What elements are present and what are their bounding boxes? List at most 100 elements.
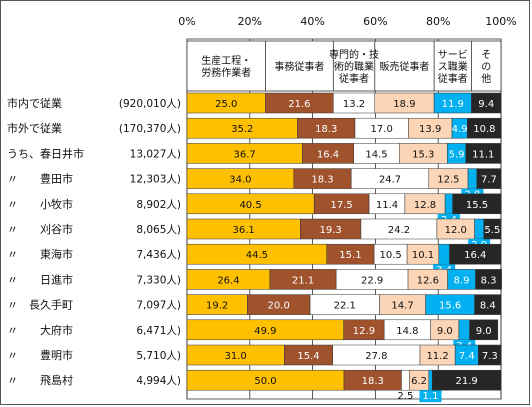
bar-segment (449, 243, 502, 265)
data-label: 15.4 (297, 351, 319, 362)
series-header-label: 従事者 (339, 72, 369, 85)
data-label: 49.9 (254, 326, 276, 337)
x-tick-label: 40% (300, 15, 324, 28)
row-total: 12,303人) (130, 174, 181, 186)
row-total: 7,097人) (136, 300, 181, 312)
data-label: 17.0 (371, 124, 393, 135)
data-label: 7.7 (481, 175, 497, 186)
bar-segment (469, 319, 499, 341)
row-label: 市内で従業 (7, 96, 62, 110)
data-label: 13.2 (343, 99, 365, 110)
bar-segment (467, 117, 502, 139)
row-label: 〃 刈谷市 (7, 222, 73, 236)
data-label: 35.2 (231, 124, 253, 135)
data-label: 10.8 (473, 124, 495, 135)
data-label: 13.9 (419, 124, 441, 135)
data-label: 34.0 (229, 175, 251, 186)
data-label: 25.0 (215, 99, 237, 110)
data-label: 8.4 (480, 301, 496, 312)
data-label: 26.4 (217, 275, 239, 286)
x-tick-label: 20% (238, 15, 262, 28)
row-label: 市外で従業 (7, 121, 62, 135)
row-label: 〃 東海市 (7, 247, 73, 261)
data-label: 31.0 (225, 351, 247, 362)
bar-segment (474, 294, 502, 315)
data-label: 10.1 (412, 250, 434, 261)
data-label: 11.2 (426, 351, 448, 362)
bar-segment (475, 269, 502, 290)
row-total: (170,370人) (119, 123, 181, 135)
data-label: 17.5 (331, 200, 353, 211)
x-tick-label: 0% (178, 15, 195, 28)
data-label: 14.7 (391, 301, 413, 312)
data-label: 14.5 (365, 149, 387, 160)
row-label: 〃 日進市 (7, 272, 73, 286)
x-tick-label: 80% (426, 15, 450, 28)
data-label: 6.2 (411, 376, 427, 387)
data-label: 14.8 (396, 326, 418, 337)
series-header-label: そ (481, 49, 491, 61)
data-label: 12.6 (417, 275, 439, 286)
series-header-label: 従事者 (438, 72, 468, 85)
data-label: 24.2 (388, 225, 410, 236)
bar-segment (431, 369, 502, 391)
data-label: 36.1 (233, 225, 255, 236)
row-label: 〃 小牧市 (7, 197, 73, 211)
data-label: 12.5 (437, 175, 459, 186)
series-header-label: 他 (481, 72, 491, 85)
data-label: 8.3 (481, 275, 497, 286)
bar-segment (474, 218, 484, 240)
data-label: 22.9 (361, 275, 383, 286)
bar-segment (438, 243, 450, 265)
data-label: 5.9 (449, 149, 465, 160)
data-label: 12.9 (353, 326, 375, 337)
row-total: 13,027人) (130, 148, 181, 160)
data-label: 11.1 (472, 149, 494, 160)
data-label: 18.3 (362, 376, 384, 387)
data-label: 9.4 (478, 99, 494, 110)
data-label: 11.4 (376, 200, 398, 211)
data-label-background (419, 390, 442, 403)
row-total: (920,010人) (119, 98, 181, 110)
series-header-label: 事務従事者 (274, 60, 324, 73)
data-label: 15.1 (339, 250, 361, 261)
data-label: 7.3 (482, 351, 498, 362)
row-total: 5,710人) (136, 350, 181, 362)
bar-segment (458, 319, 470, 341)
data-label: 12.0 (445, 225, 467, 236)
header-band (186, 40, 502, 92)
bar-segment (452, 193, 502, 215)
row-total: 8,065人) (136, 224, 181, 236)
bar-segment (471, 92, 502, 114)
row-label: 〃 豊明市 (7, 348, 73, 362)
data-label: 27.8 (365, 351, 387, 362)
data-label: 7.4 (459, 351, 475, 362)
data-label: 19.2 (206, 301, 228, 312)
series-header-label: 労務作業者 (201, 66, 251, 79)
data-label: 8.9 (454, 275, 470, 286)
data-label: 12.8 (414, 200, 436, 211)
row-label: 〃 豊田市 (7, 172, 73, 186)
data-label: 18.3 (311, 175, 333, 186)
bar-segment (478, 344, 502, 366)
row-total: 7,330人) (136, 274, 181, 286)
x-tick-label: 60% (363, 15, 387, 28)
series-header-label: 専門的・技 (329, 48, 379, 61)
x-tick-label: 100% (485, 15, 516, 28)
data-label: 15.6 (439, 301, 461, 312)
row-total: 7,436人) (136, 249, 181, 261)
bar-segment (401, 369, 410, 391)
bar-segment (467, 168, 478, 189)
data-label: 11.9 (442, 99, 464, 110)
data-label: 21.6 (288, 99, 310, 110)
row-label: うち、春日井市 (7, 146, 84, 160)
data-label: 40.5 (239, 200, 261, 211)
series-header-label: 生産工程・ (201, 54, 251, 67)
data-label: 36.7 (233, 149, 255, 160)
bar-segment (444, 193, 453, 215)
row-total: 8,902人) (136, 199, 181, 211)
data-label: 15.3 (412, 149, 434, 160)
data-label: 21.9 (455, 376, 477, 387)
